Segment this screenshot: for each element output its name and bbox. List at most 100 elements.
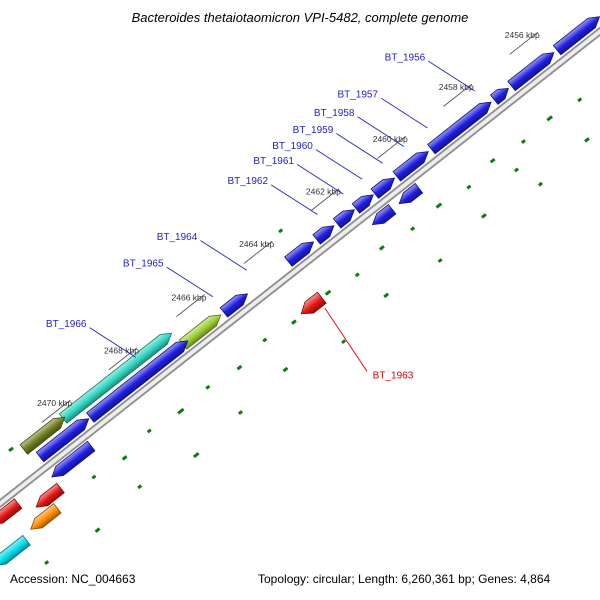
gene-label-BT_1962[interactable]: BT_1962 — [227, 176, 268, 187]
feature-marker — [383, 292, 390, 299]
feature-marker — [282, 366, 289, 373]
feature-marker — [584, 137, 590, 143]
feature-marker — [94, 527, 101, 533]
gene-arrow-BT_1956[interactable] — [427, 97, 495, 155]
gene-arrow-BT_1963[interactable] — [297, 291, 327, 319]
label-leader-line — [324, 307, 368, 372]
label-leader-line — [166, 266, 214, 298]
gene-arrow-BT_1960[interactable] — [332, 205, 358, 229]
gene-arrow[interactable] — [489, 84, 513, 105]
feature-marker — [324, 289, 332, 296]
gene-label-BT_1964[interactable]: BT_1964 — [157, 232, 198, 243]
gene-arrow[interactable] — [0, 498, 23, 529]
label-leader-line — [315, 149, 363, 180]
gene-arrow-BT_1959[interactable] — [351, 190, 377, 214]
topology-text: Topology: circular; Length: 6,260,361 bp… — [258, 572, 551, 586]
feature-marker — [341, 339, 347, 344]
gene-label-BT_1961[interactable]: BT_1961 — [253, 156, 294, 167]
feature-marker — [192, 451, 200, 459]
gene-arrow-BT_1961[interactable] — [312, 221, 338, 245]
label-leader-line — [200, 240, 247, 271]
kbp-tick-line — [509, 31, 539, 55]
feature-marker — [146, 428, 152, 434]
genome-backbone-core — [0, 0, 600, 547]
feature-marker — [546, 115, 553, 122]
kbp-tick-line — [108, 347, 138, 371]
gene-label-BT_1966[interactable]: BT_1966 — [46, 319, 87, 330]
gene-label-BT_1965[interactable]: BT_1965 — [123, 258, 164, 269]
kbp-tick-line — [243, 240, 273, 264]
feature-marker — [44, 560, 50, 565]
gene-arrow[interactable] — [48, 440, 96, 481]
gene-label-BT_1963[interactable]: BT_1963 — [373, 371, 414, 382]
feature-marker-layer — [8, 71, 600, 565]
gene-layer — [0, 12, 600, 570]
feature-marker — [513, 167, 519, 173]
kbp-tick-label: 2470 kbp — [37, 398, 72, 408]
feature-marker — [205, 384, 211, 390]
gene-arrow[interactable] — [27, 502, 62, 534]
gene-label-BT_1958[interactable]: BT_1958 — [314, 108, 355, 119]
gene-arrow[interactable] — [0, 534, 31, 570]
label-leader-line — [428, 60, 475, 92]
feature-marker — [489, 157, 496, 164]
kbp-tick-label: 2468 kbp — [104, 346, 139, 356]
gene-arrow[interactable] — [35, 414, 92, 463]
feature-marker — [262, 337, 268, 343]
feature-marker — [354, 272, 360, 278]
feature-marker — [121, 455, 128, 461]
kbp-tick-layer: 2456 kbp 2458 kbp 2460 kbp 2462 kbp 2464 kbp… — [37, 30, 540, 423]
kbp-tick-line — [377, 135, 407, 159]
gene-arrow[interactable] — [552, 12, 600, 56]
feature-marker — [466, 184, 472, 190]
feature-marker — [577, 97, 583, 103]
genome-title: Bacteroides thetaiotaomicron VPI-5482, c… — [131, 10, 469, 25]
label-leader-line — [89, 327, 137, 358]
feature-marker — [435, 202, 443, 209]
label-leader-line — [380, 97, 428, 129]
gene-label-BT_1959[interactable]: BT_1959 — [293, 125, 334, 136]
gene-arrow-BT_1964[interactable] — [219, 289, 251, 318]
gene-arrow-BT_1962[interactable] — [284, 237, 318, 267]
gene-arrow-BT_1957[interactable] — [392, 147, 432, 182]
accession-text: Accession: NC_004663 — [10, 572, 136, 586]
feature-marker — [520, 139, 526, 144]
gene-label-BT_1956[interactable]: BT_1956 — [385, 52, 426, 63]
feature-marker — [91, 474, 97, 480]
gene-arrow[interactable] — [86, 336, 192, 423]
gene-arrow-BT_1958[interactable] — [370, 173, 398, 199]
feature-marker — [237, 410, 243, 416]
feature-marker — [537, 181, 543, 187]
kbp-tick-line — [41, 399, 71, 423]
kbp-tick-label: 2458 kbp — [439, 82, 474, 92]
kbp-tick-label: 2456 kbp — [505, 30, 540, 40]
kbp-tick-label: 2466 kbp — [172, 292, 207, 302]
gene-label-layer: BT_1956 BT_1957 BT_1958 BT_1959 BT_1960 BT_19… — [46, 52, 475, 382]
feature-marker — [378, 245, 385, 251]
gene-arrow[interactable] — [19, 413, 68, 455]
gene-arrow[interactable] — [507, 48, 558, 92]
kbp-tick-label: 2464 kbp — [239, 239, 274, 249]
gene-label-BT_1957[interactable]: BT_1957 — [337, 90, 378, 101]
gene-arrow[interactable] — [32, 482, 65, 512]
kbp-tick-label: 2460 kbp — [373, 134, 408, 144]
feature-marker — [481, 213, 487, 219]
kbp-tick-label: 2462 kbp — [306, 187, 341, 197]
gene-arrow[interactable] — [396, 182, 424, 208]
feature-marker — [278, 228, 284, 234]
label-leader-line — [357, 116, 405, 147]
kbp-tick-line — [176, 294, 205, 318]
feature-marker — [410, 226, 416, 232]
gene-arrow[interactable] — [369, 203, 397, 230]
kbp-tick-line — [443, 83, 473, 107]
label-leader-line — [270, 184, 318, 215]
feature-marker — [8, 446, 14, 453]
kbp-tick-line — [310, 188, 340, 212]
gene-label-BT_1960[interactable]: BT_1960 — [272, 141, 313, 152]
backbone-layer — [0, 0, 600, 549]
label-leader-line — [336, 133, 383, 164]
feature-marker — [236, 364, 243, 371]
gene-arrow-BT_1966[interactable] — [58, 328, 175, 424]
feature-marker — [137, 484, 143, 490]
